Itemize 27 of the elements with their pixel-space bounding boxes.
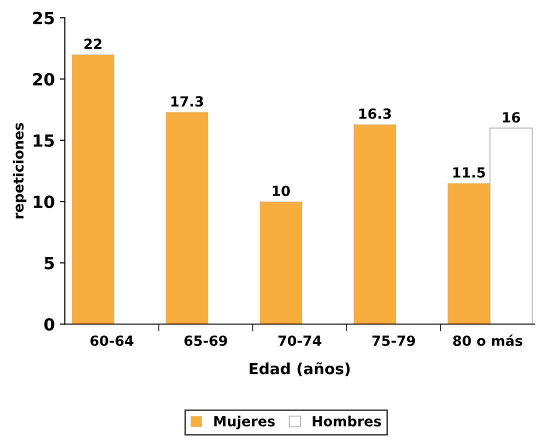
bar xyxy=(260,202,302,324)
x-tick-label: 60-64 xyxy=(90,335,134,346)
x-tick-label: 80 o más xyxy=(453,334,522,346)
data-label: 17.3 xyxy=(171,96,203,107)
bar xyxy=(354,124,396,324)
legend-label: Hombres xyxy=(312,416,381,426)
legend-label: Mujeres xyxy=(214,416,275,430)
data-label: 11.5 xyxy=(453,167,485,178)
bar xyxy=(448,183,490,324)
y-axis-title: repeticiones xyxy=(12,123,26,218)
x-tick-label: 75-79 xyxy=(372,335,415,346)
x-tick-label: 70-74 xyxy=(278,335,322,346)
y-tick-label: 20 xyxy=(33,72,54,86)
bar xyxy=(490,128,533,324)
x-axis-title: Edad (años) xyxy=(250,362,350,376)
y-tick-label: 25 xyxy=(33,12,54,24)
data-label: 22 xyxy=(84,38,102,49)
x-tick-label: 65-69 xyxy=(184,335,228,346)
bar xyxy=(166,112,208,324)
data-label: 16.3 xyxy=(359,108,391,119)
y-tick-label: 10 xyxy=(34,196,54,208)
data-label: 16 xyxy=(503,112,520,123)
bar xyxy=(72,54,114,324)
data-label: 10 xyxy=(272,186,290,196)
y-tick-label: 0 xyxy=(44,318,54,331)
y-tick-label: 15 xyxy=(34,134,54,147)
y-tick-label: 5 xyxy=(44,257,54,270)
